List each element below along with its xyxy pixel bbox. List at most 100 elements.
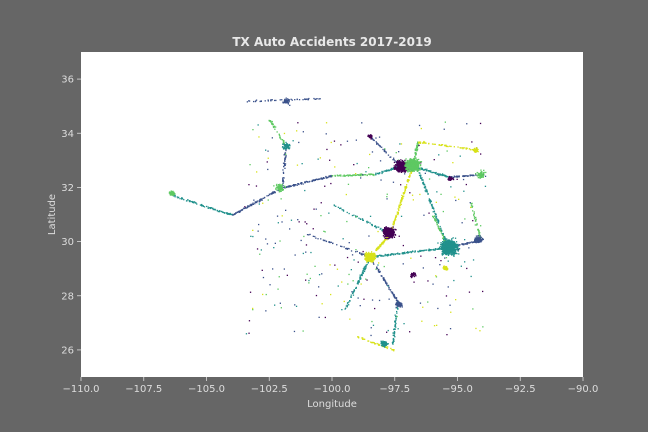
scatter-point-4700 xyxy=(446,250,448,252)
scatter-point-1615 xyxy=(284,160,286,162)
scatter-point-1421 xyxy=(415,153,417,155)
scatter-point-1938 xyxy=(283,268,285,270)
scatter-point-30 xyxy=(209,207,211,209)
scatter-point-2107 xyxy=(250,235,252,237)
scatter-point-1845 xyxy=(478,230,480,232)
scatter-point-2112 xyxy=(435,276,438,278)
scatter-point-1867 xyxy=(245,333,248,335)
scatter-point-1989 xyxy=(346,140,349,142)
scatter-point-1491 xyxy=(384,148,386,151)
scatter-point-3759 xyxy=(412,164,414,167)
scatter-point-4424 xyxy=(443,251,446,253)
scatter-point-2031 xyxy=(328,212,330,214)
scatter-point-1889 xyxy=(412,199,414,201)
scatter-point-888 xyxy=(429,249,431,251)
scatter-point-4491 xyxy=(453,248,455,250)
scatter-point-1549 xyxy=(275,126,277,128)
scatter-point-1937 xyxy=(375,137,377,139)
scatter-point-1642 xyxy=(294,99,296,101)
scatter-point-1132 xyxy=(364,265,366,268)
scatter-point-4369 xyxy=(453,241,455,244)
scatter-point-1859 xyxy=(473,212,475,215)
scatter-point-1346 xyxy=(390,347,392,350)
scatter-point-1798 xyxy=(434,219,436,221)
scatter-point-610 xyxy=(406,184,408,186)
scatter-point-899 xyxy=(386,254,388,256)
scatter-point-1458 xyxy=(424,141,426,143)
scatter-point-1535 xyxy=(273,126,275,128)
scatter-point-787 xyxy=(393,253,395,255)
scatter-point-4463 xyxy=(447,252,449,254)
scatter-point-1423 xyxy=(416,150,418,152)
scatter-point-2145 xyxy=(323,230,325,232)
scatter-point-947 xyxy=(474,241,476,243)
scatter-point-1640 xyxy=(259,100,261,103)
scatter-point-2015 xyxy=(484,185,487,187)
scatter-point-1278 xyxy=(393,333,396,335)
scatter-point-2643 xyxy=(403,169,405,171)
scatter-point-3519 xyxy=(413,159,415,161)
scatter-point-2069 xyxy=(318,286,320,288)
scatter-point-549 xyxy=(465,175,467,177)
scatter-point-1042 xyxy=(429,200,432,203)
scatter-point-1757 xyxy=(336,244,338,246)
scatter-point-1226 xyxy=(392,292,394,294)
scatter-point-1562 xyxy=(283,142,285,144)
scatter-point-1481 xyxy=(466,147,468,150)
scatter-point-974 xyxy=(462,243,464,245)
scatter-point-1484 xyxy=(433,143,435,145)
scatter-point-2133 xyxy=(249,291,252,293)
scatter-point-44 xyxy=(226,213,228,215)
scatter-point-4535 xyxy=(453,252,455,254)
scatter-point-1610 xyxy=(283,162,285,164)
scatter-point-1402 xyxy=(414,152,416,154)
scatter-point-2336 xyxy=(395,167,397,169)
scatter-point-2871 xyxy=(399,166,402,168)
scatter-point-1932 xyxy=(252,309,254,311)
scatter-point-894 xyxy=(414,251,416,253)
scatter-point-1478 xyxy=(457,146,459,148)
scatter-point-1945 xyxy=(292,140,294,142)
scatter-point-2026 xyxy=(346,220,348,223)
scatter-point-1037 xyxy=(432,206,434,208)
scatter-point-2645 xyxy=(396,165,399,167)
scatter-point-2094 xyxy=(428,178,431,180)
scatter-point-1061 xyxy=(443,238,445,240)
scatter-point-1866 xyxy=(460,265,462,267)
scatter-point-2830 xyxy=(403,166,405,168)
scatter-point-466 xyxy=(445,175,447,177)
scatter-point-3129 xyxy=(416,170,418,172)
scatter-point-1316 xyxy=(394,328,396,330)
scatter-point-4788 xyxy=(448,244,450,246)
scatter-point-1236 xyxy=(376,267,378,270)
scatter-point-3452 xyxy=(406,165,408,167)
scatter-point-1651 xyxy=(319,98,321,100)
scatter-point-3742 xyxy=(410,164,412,166)
scatter-point-4158 xyxy=(457,249,459,251)
scatter-point-1710 xyxy=(333,205,336,207)
scatter-point-2086 xyxy=(350,269,352,271)
scatter-point-1329 xyxy=(357,336,360,338)
scatter-point-1133 xyxy=(363,266,365,268)
scatter-point-2732 xyxy=(403,163,405,165)
scatter-point-1974 xyxy=(396,315,398,318)
scatter-point-1113 xyxy=(358,280,360,282)
scatter-point-1144 xyxy=(349,300,351,302)
scatter-point-1876 xyxy=(341,281,343,283)
scatter-point-1452 xyxy=(450,145,452,148)
scatter-point-269 xyxy=(322,177,325,179)
scatter-point-1229 xyxy=(397,300,399,303)
scatter-point-688 xyxy=(403,193,405,195)
scatter-point-2680 xyxy=(399,162,401,164)
scatter-point-1956 xyxy=(334,264,336,266)
scatter-point-2158 xyxy=(285,209,287,211)
scatter-point-495 xyxy=(456,176,458,178)
scatter-point-2073 xyxy=(387,285,389,287)
scatter-point-417 xyxy=(383,170,385,172)
scatter-point-4099 xyxy=(453,241,455,243)
scatter-point-636 xyxy=(402,195,404,197)
scatter-point-934 xyxy=(471,241,473,243)
scatter-point-1992 xyxy=(302,252,304,255)
scatter-point-347 xyxy=(342,175,344,177)
scatter-point-3900 xyxy=(443,252,445,254)
